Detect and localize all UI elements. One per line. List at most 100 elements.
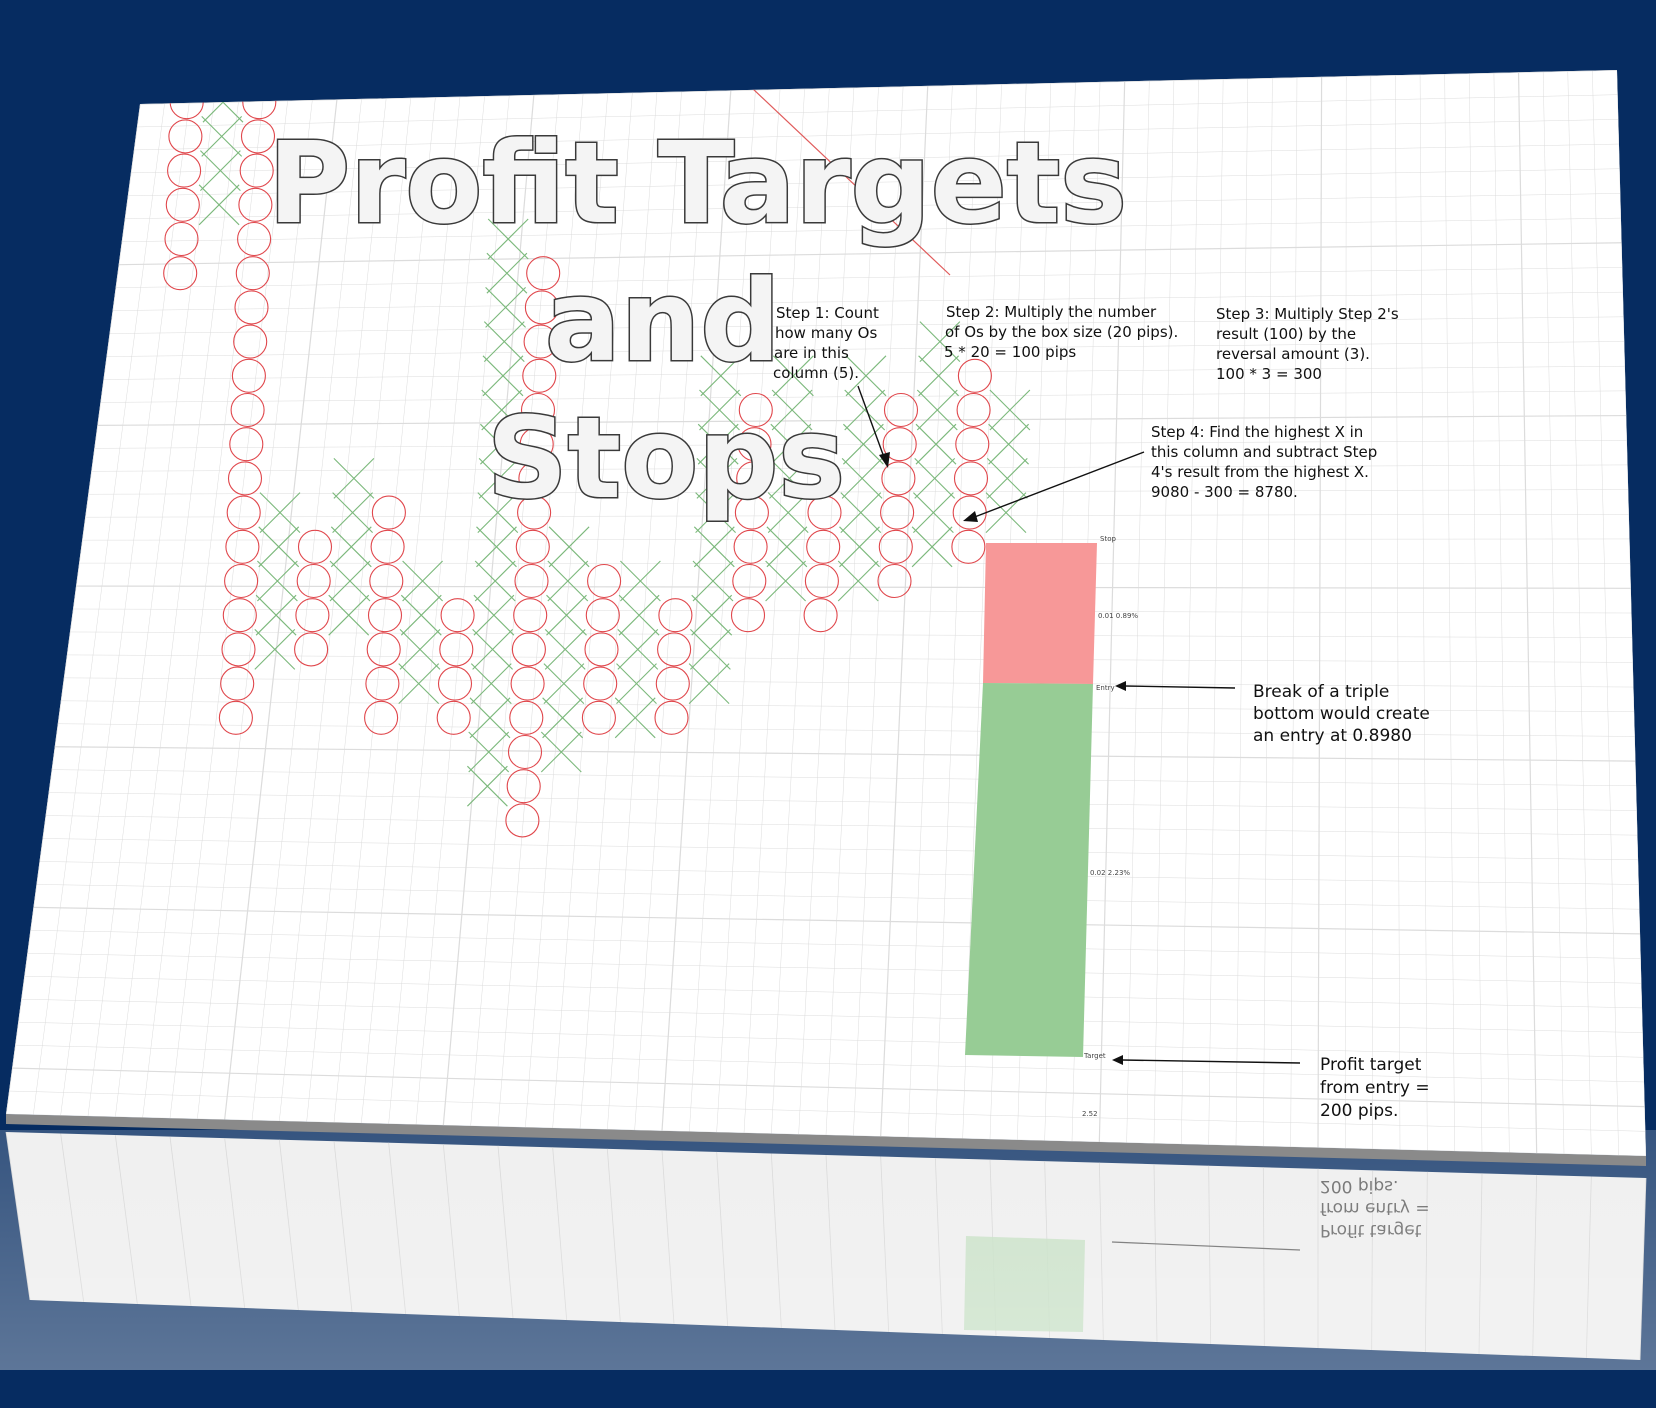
target-zone xyxy=(965,683,1093,1057)
note-line: 5 * 20 = 100 pips xyxy=(944,343,1076,361)
x-mark-stroke xyxy=(915,423,957,465)
o-mark xyxy=(220,666,255,701)
x-mark-stroke xyxy=(473,594,515,636)
x-mark-stroke xyxy=(328,594,370,636)
note-line: an entry at 0.8980 xyxy=(1253,726,1412,746)
x-mark xyxy=(911,526,953,568)
o-mark xyxy=(506,769,541,804)
o-mark xyxy=(951,529,986,564)
o-mark xyxy=(297,529,333,564)
x-mark xyxy=(699,389,740,431)
note-line: 100 * 3 = 300 xyxy=(1216,365,1322,383)
step1-note: Step 1: Count how many Os are in this co… xyxy=(773,304,879,382)
x-mark-stroke xyxy=(773,355,814,397)
x-mark-stroke xyxy=(548,526,590,568)
x-mark-stroke xyxy=(693,526,735,568)
o-mark xyxy=(507,734,543,770)
grid-line xyxy=(36,884,1640,910)
x-mark-stroke xyxy=(200,150,241,191)
x-mark xyxy=(257,560,298,602)
note-line: Step 1: Count xyxy=(776,304,879,322)
x-mark xyxy=(329,560,371,602)
grid-line xyxy=(118,242,1622,266)
o-mark xyxy=(439,632,474,667)
o-mark xyxy=(165,187,200,222)
grid-line xyxy=(79,562,1631,564)
x-mark xyxy=(547,560,589,602)
o-mark xyxy=(163,256,198,291)
o-mark xyxy=(524,290,559,325)
x-mark-stroke xyxy=(485,287,526,328)
x-mark-stroke xyxy=(470,663,512,704)
o-mark xyxy=(519,427,554,462)
grid-line xyxy=(9,1090,1646,1132)
o-mark xyxy=(509,700,544,735)
x-mark xyxy=(200,150,241,191)
grid-line xyxy=(39,861,1639,885)
x-mark-stroke xyxy=(543,663,585,704)
x-mark-stroke xyxy=(620,560,661,602)
o-mark xyxy=(738,392,773,428)
o-mark xyxy=(237,221,272,257)
x-mark-stroke xyxy=(845,355,887,397)
o-mark xyxy=(522,358,557,393)
x-mark xyxy=(548,526,590,568)
x-mark-stroke xyxy=(483,321,525,362)
o-mark xyxy=(365,666,400,701)
x-mark xyxy=(482,355,524,397)
x-mark-stroke xyxy=(618,594,660,636)
x-mark xyxy=(546,594,587,636)
note-line: reversal amount (3). xyxy=(1216,345,1370,363)
x-mark xyxy=(989,389,1031,431)
o-mark xyxy=(732,563,767,599)
x-mark-stroke xyxy=(696,458,738,499)
grid-line xyxy=(76,585,1631,589)
o-mark xyxy=(295,598,330,633)
x-mark xyxy=(692,560,734,602)
o-mark xyxy=(953,461,989,496)
grid-line xyxy=(121,217,1621,242)
x-mark-stroke xyxy=(486,252,528,294)
x-mark-stroke xyxy=(480,423,521,465)
o-mark xyxy=(167,153,202,188)
x-mark-stroke xyxy=(487,218,529,260)
note-line: 9080 - 300 = 8780. xyxy=(1151,483,1298,501)
x-mark xyxy=(693,526,735,568)
x-mark-stroke xyxy=(844,389,886,431)
x-mark-stroke xyxy=(255,594,297,636)
x-mark-stroke xyxy=(916,389,958,431)
x-mark-stroke xyxy=(333,458,375,499)
x-mark-stroke xyxy=(841,458,883,499)
ratio-label: 2.52 xyxy=(1082,1110,1098,1118)
o-mark xyxy=(233,324,268,359)
grid-line xyxy=(51,769,1637,787)
x-mark xyxy=(468,731,510,773)
arrows xyxy=(857,385,1301,1065)
o-mark xyxy=(883,392,919,428)
o-mark xyxy=(733,529,768,564)
x-mark xyxy=(769,458,810,499)
note-line: Profit target xyxy=(1320,1055,1422,1075)
o-mark xyxy=(227,461,263,496)
x-mark xyxy=(399,629,441,670)
o-mark xyxy=(235,256,270,291)
o-mark xyxy=(505,803,540,838)
x-mark-stroke xyxy=(770,423,812,465)
o-mark xyxy=(367,598,403,633)
grid-line xyxy=(21,998,1643,1033)
x-mark-stroke xyxy=(547,560,589,602)
o-mark xyxy=(366,632,401,667)
x-mark xyxy=(614,697,656,739)
x-mark xyxy=(986,458,1028,499)
x-mark xyxy=(696,458,738,499)
o-mark xyxy=(369,563,404,599)
x-mark xyxy=(254,629,296,670)
title-line-1: Profit Targets xyxy=(268,119,1127,249)
x-mark-stroke xyxy=(330,526,372,568)
x-mark xyxy=(766,526,808,568)
o-mark xyxy=(882,427,917,462)
note-line: this column and subtract Step xyxy=(1151,443,1377,461)
x-mark xyxy=(486,252,528,294)
grid-line xyxy=(54,746,1636,762)
o-mark xyxy=(229,427,264,462)
